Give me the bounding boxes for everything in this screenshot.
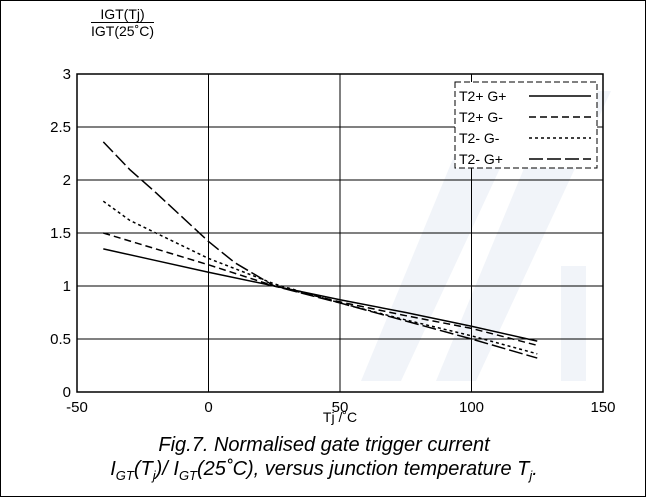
legend-label: T2+ G+ bbox=[459, 88, 506, 104]
legend-label: T2- G+ bbox=[459, 151, 503, 167]
series-line bbox=[102, 200, 538, 355]
series-line bbox=[103, 232, 538, 347]
series-line bbox=[102, 141, 538, 359]
y-tick-label: 2 bbox=[63, 172, 71, 189]
caption-part: (25˚C), versus junction temperature T bbox=[197, 458, 530, 480]
caption-line-1: Fig.7. Normalised gate trigger current bbox=[158, 434, 490, 456]
caption-sub: GT bbox=[115, 468, 134, 483]
y-axis-label-denominator: IGT(25˚C) bbox=[91, 23, 154, 39]
y-tick-label: 0.5 bbox=[50, 331, 71, 348]
y-tick-label: 0 bbox=[63, 384, 71, 401]
x-tick-label: 50 bbox=[332, 399, 349, 416]
y-axis-label-numerator: IGT(Tj) bbox=[91, 6, 154, 23]
caption-sub: GT bbox=[178, 468, 197, 483]
caption-line-2: IGT(Tj)/ IGT(25˚C), versus junction temp… bbox=[1, 457, 647, 488]
y-axis-label: IGT(Tj) IGT(25˚C) bbox=[91, 6, 154, 39]
x-tick-label: 0 bbox=[204, 399, 212, 416]
caption-sub: j bbox=[529, 468, 533, 483]
x-tick-label: 100 bbox=[459, 399, 484, 416]
caption-part: )/ I bbox=[155, 458, 179, 480]
x-tick-label: 150 bbox=[590, 399, 615, 416]
y-tick-label: 1.5 bbox=[50, 225, 71, 242]
caption-sub: j bbox=[152, 468, 156, 483]
y-tick-label: 2.5 bbox=[50, 119, 71, 136]
caption-part: I bbox=[110, 458, 116, 480]
caption-part: (T bbox=[133, 458, 153, 480]
y-tick-label: 1 bbox=[63, 278, 71, 295]
series-line bbox=[103, 248, 538, 342]
legend-label: T2+ G- bbox=[459, 109, 503, 125]
plot-area-border bbox=[76, 73, 604, 393]
x-tick-label: -50 bbox=[66, 399, 88, 416]
legend-label: T2- G- bbox=[459, 130, 500, 146]
x-axis-label: Tj /˚C bbox=[323, 409, 357, 425]
y-tick-label: 3 bbox=[63, 66, 71, 83]
caption-part: . bbox=[532, 458, 538, 480]
